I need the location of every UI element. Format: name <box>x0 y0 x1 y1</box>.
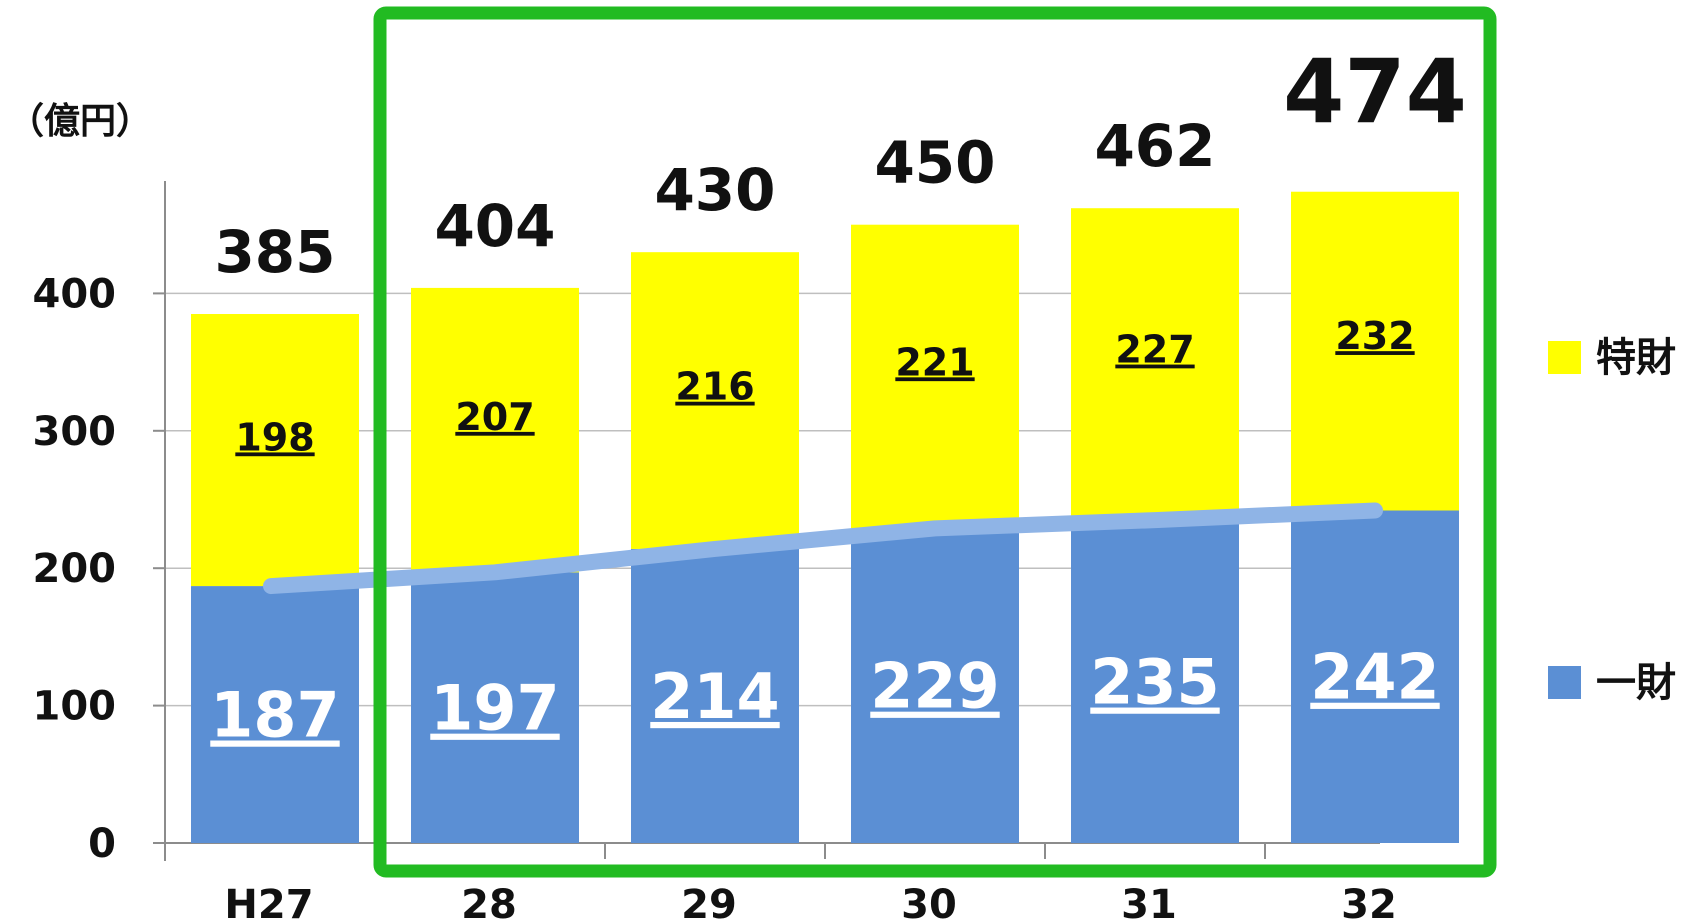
specific-value-label: 227 <box>1115 328 1194 372</box>
bar-general-segment <box>851 528 1019 843</box>
trend-line-layer <box>263 502 1383 595</box>
specific-value-label: 216 <box>675 365 754 409</box>
legend-swatch <box>1548 666 1581 699</box>
bar-specific-segment <box>1291 191 1459 511</box>
general-value-label: 242 <box>1310 641 1439 714</box>
x-tick-label: H27 <box>224 882 313 922</box>
legend-label: 一財 <box>1596 660 1676 706</box>
x-tick-label: 32 <box>1341 882 1397 922</box>
bar-general-segment <box>631 548 799 843</box>
x-tick-label: 29 <box>681 882 737 922</box>
bar-specific-segment <box>631 252 799 549</box>
bar-general-segment <box>1291 510 1459 843</box>
general-value-label: 229 <box>870 650 999 723</box>
legend-label: 特財 <box>1596 335 1676 381</box>
specific-value-label: 221 <box>895 340 974 384</box>
total-value-label: 462 <box>1094 112 1215 180</box>
general-value-label: 214 <box>650 660 779 733</box>
x-tick-label: 28 <box>461 882 517 922</box>
unit-label: （億円） <box>8 101 152 142</box>
bar-specific-segment <box>411 287 579 573</box>
x-tick-label: 31 <box>1121 882 1177 922</box>
y-tick-label: 100 <box>33 684 117 730</box>
general-value-label: 187 <box>210 679 339 752</box>
bars <box>191 191 1459 843</box>
total-value-label: 404 <box>434 192 555 260</box>
total-value-label: 430 <box>654 156 775 224</box>
bar-general-segment <box>411 572 579 843</box>
general-value-label: 197 <box>430 672 559 745</box>
total-value-label: 385 <box>214 218 335 286</box>
bar-general-segment <box>1071 520 1239 843</box>
bar-specific-segment <box>851 224 1019 529</box>
trend-line <box>263 502 1383 595</box>
specific-value-label: 198 <box>235 415 314 459</box>
bar-specific-segment <box>191 314 359 587</box>
y-tick-label: 300 <box>33 409 117 455</box>
y-tick-label: 200 <box>33 546 117 592</box>
general-value-label: 235 <box>1090 646 1219 719</box>
bar-specific-segment <box>1071 208 1239 521</box>
specific-value-label: 207 <box>455 395 534 439</box>
specific-value-label: 232 <box>1335 314 1414 358</box>
bar-general-segment <box>191 586 359 843</box>
axes: 0 100 200 300 400 （億円） H27 28 29 30 31 32 <box>8 101 1486 922</box>
highlight-frame <box>373 6 1497 878</box>
legend-swatch <box>1548 341 1581 374</box>
y-tick-label: 400 <box>33 271 117 317</box>
highlight-frame-layer <box>373 6 1497 878</box>
data-labels: 187 198 385 197 207 404 214 216 430 229 221 450 235 2… <box>210 40 1467 752</box>
y-tick-label: 0 <box>88 821 116 867</box>
x-tick-label: 30 <box>901 882 957 922</box>
total-value-label: 450 <box>874 129 995 197</box>
total-value-label: 474 <box>1283 40 1467 143</box>
